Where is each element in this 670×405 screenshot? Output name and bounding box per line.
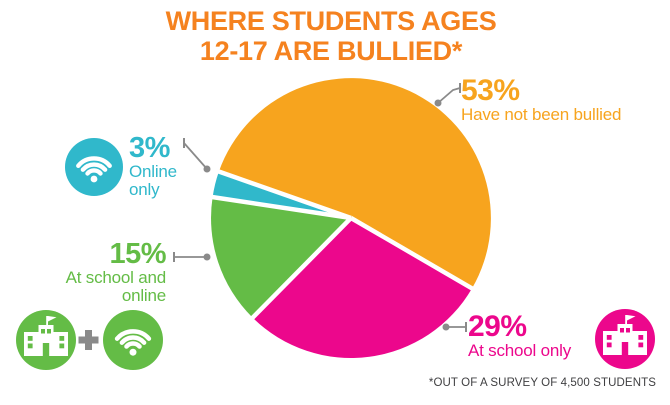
pie-slice-at-school-and-online bbox=[211, 197, 351, 318]
title-line-2: 12-17 ARE BULLIED* bbox=[199, 36, 463, 66]
slice-separator bbox=[248, 216, 353, 323]
slice-separator bbox=[214, 168, 352, 221]
not-bullied-label: Have not been bullied bbox=[461, 105, 622, 124]
title-line-1: WHERE STUDENTS AGES bbox=[165, 6, 497, 36]
wifi-badge-green bbox=[103, 310, 163, 370]
wifi-icon bbox=[76, 156, 112, 183]
leader-dot-online-only bbox=[203, 165, 211, 173]
badge-circle bbox=[103, 310, 163, 370]
plus-icon bbox=[78, 330, 99, 350]
slice-separator bbox=[349, 216, 477, 293]
school-icon bbox=[603, 315, 647, 355]
wifi-icon bbox=[114, 329, 152, 356]
callout-not-bullied: 53% Have not been bullied bbox=[461, 76, 621, 124]
online-only-label-line1: Online bbox=[129, 162, 177, 181]
pie-slice-at-school-only bbox=[252, 218, 472, 359]
leader-dot-school-and-online bbox=[203, 253, 211, 261]
callout-school-only: 29% At school only bbox=[468, 312, 571, 360]
school-online-label-line2: online bbox=[121, 286, 166, 305]
badge-circle bbox=[65, 138, 123, 196]
leader-dot-school-only bbox=[442, 323, 450, 331]
pie-chart bbox=[208, 78, 491, 359]
school-online-label-line1: At school and bbox=[65, 268, 167, 287]
leader-line-online-only bbox=[183, 142, 208, 170]
school-icon bbox=[24, 316, 68, 356]
not-bullied-percent: 53% bbox=[461, 74, 520, 107]
leader-lines bbox=[173, 83, 467, 332]
online-only-percent: 3% bbox=[129, 132, 170, 164]
school-only-percent: 29% bbox=[468, 310, 527, 343]
leader-line-not-bullied bbox=[437, 87, 461, 104]
slice-separator bbox=[208, 194, 352, 221]
leader-dot-not-bullied bbox=[434, 99, 442, 107]
callout-online-only: 3% Online only bbox=[129, 134, 177, 199]
school-badge-green bbox=[16, 310, 76, 370]
pie-slice-have-not-been-bullied bbox=[218, 78, 491, 289]
callout-school-and-online: 15% At school and online bbox=[65, 238, 167, 305]
school-badge-magenta bbox=[595, 309, 655, 369]
school-only-label: At school only bbox=[468, 341, 572, 360]
survey-footnote: *OUT OF A SURVEY OF 4,500 STUDENTS bbox=[428, 377, 656, 389]
online-only-label-line2: only bbox=[129, 180, 160, 199]
online-only-badge bbox=[65, 138, 123, 196]
page-title: WHERE STUDENTS AGES 12-17 ARE BULLIED* bbox=[0, 6, 662, 66]
school-online-percent: 15% bbox=[109, 238, 166, 270]
